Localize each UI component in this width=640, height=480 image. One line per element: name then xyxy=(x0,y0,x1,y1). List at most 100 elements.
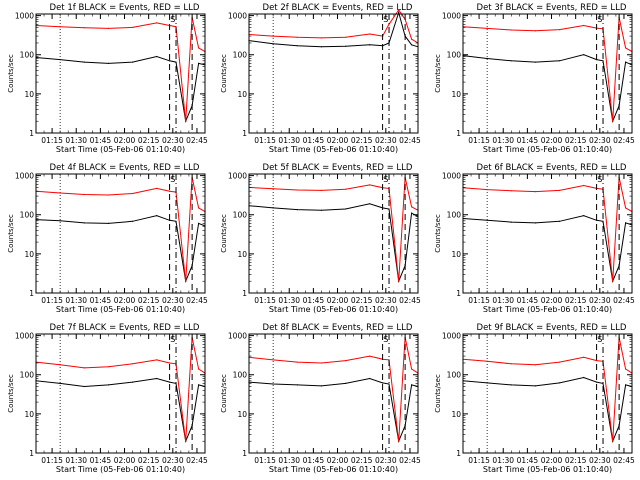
x-tick-label: 02:15 xyxy=(138,136,160,145)
x-tick-label: 01:30 xyxy=(278,296,300,305)
chart-title: Det 7f BLACK = Events, RED = LLD xyxy=(50,323,200,333)
lld-series-line xyxy=(248,9,419,44)
lld-data-point xyxy=(320,362,322,364)
lld-data-point xyxy=(198,207,200,209)
x-axis-label: Start Time (05-Feb-06 01:10:40) xyxy=(269,465,398,474)
detector-chart: Det 7f BLACK = Events, RED = LLD Counts/s… xyxy=(7,323,208,474)
events-data-point xyxy=(83,61,85,63)
events-data-point xyxy=(296,209,298,211)
plot-frame xyxy=(248,333,419,454)
x-tick-label: 02:30 xyxy=(375,136,397,145)
x-tick-label: 02:45 xyxy=(399,136,421,145)
x-tick-label: 01:45 xyxy=(90,136,112,145)
x-tick-label: 01:45 xyxy=(303,456,325,465)
y-tick-label: 1000 xyxy=(228,12,247,21)
chart-title: Det 5f BLACK = Events, RED = LLD xyxy=(263,163,413,173)
lld-data-point xyxy=(83,367,85,369)
lld-series-line xyxy=(35,337,206,442)
y-axis-label: Counts/sec xyxy=(7,374,15,413)
events-data-point xyxy=(596,381,598,383)
y-tick-label: 10 xyxy=(237,250,247,259)
x-tick-label: 02:00 xyxy=(541,456,563,465)
lld-series-line xyxy=(35,17,206,122)
lld-data-point xyxy=(59,364,61,366)
lld-data-point xyxy=(156,22,158,24)
detector-chart: Det 5f BLACK = Events, RED = LLD Counts/s… xyxy=(220,163,421,314)
chart-title: Det 1f BLACK = Events, RED = LLD xyxy=(50,3,200,13)
events-data-point xyxy=(59,382,61,384)
lld-data-point xyxy=(625,207,627,209)
events-data-point xyxy=(486,382,488,384)
saa-marker-label: S xyxy=(383,175,388,184)
events-data-point xyxy=(510,60,512,62)
plot-frame xyxy=(35,173,206,294)
lld-data-point xyxy=(272,188,274,190)
x-axis-label: Start Time (05-Feb-06 01:10:40) xyxy=(483,305,612,314)
events-data-point xyxy=(345,45,347,47)
x-tick-label: 02:45 xyxy=(186,136,208,145)
x-tick-label: 01:30 xyxy=(65,296,87,305)
saa-marker-label: S xyxy=(383,15,388,24)
lld-data-point xyxy=(559,189,561,191)
y-axis-label: Counts/sec xyxy=(7,54,15,93)
y-tick-label: 100 xyxy=(447,371,462,380)
x-tick-label: 01:15 xyxy=(41,136,63,145)
y-axis-label: Counts/sec xyxy=(434,374,442,413)
lld-data-point xyxy=(625,47,627,49)
lld-data-point xyxy=(510,190,512,192)
events-data-point xyxy=(583,54,585,56)
y-tick-label: 10 xyxy=(24,90,34,99)
events-data-point xyxy=(388,383,390,385)
events-data-point xyxy=(156,215,158,217)
y-tick-label: 1000 xyxy=(15,12,34,21)
lld-data-point xyxy=(583,24,585,27)
y-tick-label: 100 xyxy=(20,211,35,220)
lld-data-point xyxy=(59,26,61,28)
events-data-point xyxy=(107,222,109,224)
x-tick-label: 02:00 xyxy=(327,136,349,145)
events-data-point xyxy=(345,208,347,210)
events-data-point xyxy=(169,60,171,62)
x-tick-label: 01:30 xyxy=(278,136,300,145)
x-tick-label: 02:45 xyxy=(399,456,421,465)
lld-data-point xyxy=(272,35,274,37)
y-axis-label: Counts/sec xyxy=(220,214,228,253)
x-axis-label: Start Time (05-Feb-06 01:10:40) xyxy=(56,465,185,474)
y-tick-label: 10 xyxy=(451,250,461,259)
x-tick-label: 02:45 xyxy=(613,296,635,305)
x-tick-label: 02:00 xyxy=(114,136,136,145)
x-tick-label: 02:45 xyxy=(186,456,208,465)
events-data-point xyxy=(107,384,109,386)
saa-marker-label: S xyxy=(383,335,388,344)
events-data-point xyxy=(486,219,488,221)
lld-data-point xyxy=(559,361,561,363)
chart-title: Det 9f BLACK = Events, RED = LLD xyxy=(477,323,627,333)
events-data-point xyxy=(272,43,274,45)
events-data-point xyxy=(369,44,371,46)
plot-frame xyxy=(35,13,206,134)
x-tick-label: 01:45 xyxy=(303,296,325,305)
x-tick-label: 01:30 xyxy=(278,456,300,465)
lld-data-point xyxy=(132,26,134,28)
x-tick-label: 01:15 xyxy=(254,296,276,305)
x-tick-label: 02:15 xyxy=(351,456,373,465)
lld-data-point xyxy=(345,36,347,38)
events-data-point xyxy=(583,215,585,217)
y-tick-label: 1000 xyxy=(442,332,461,341)
events-data-point xyxy=(296,45,298,47)
events-series-line xyxy=(462,376,633,444)
events-data-point xyxy=(625,222,627,224)
lld-series-line xyxy=(462,17,633,122)
y-tick-label: 100 xyxy=(233,211,248,220)
x-tick-label: 02:30 xyxy=(162,296,184,305)
events-data-point xyxy=(169,381,171,383)
y-axis-label: Counts/sec xyxy=(7,214,15,253)
events-series-line xyxy=(248,203,419,284)
events-data-point xyxy=(198,62,200,64)
y-tick-label: 100 xyxy=(233,51,248,60)
events-data-point xyxy=(602,382,604,384)
events-series-line xyxy=(35,215,206,284)
x-tick-label: 02:15 xyxy=(565,296,587,305)
lld-data-point xyxy=(625,368,627,370)
saa-marker-label: S xyxy=(170,175,175,184)
